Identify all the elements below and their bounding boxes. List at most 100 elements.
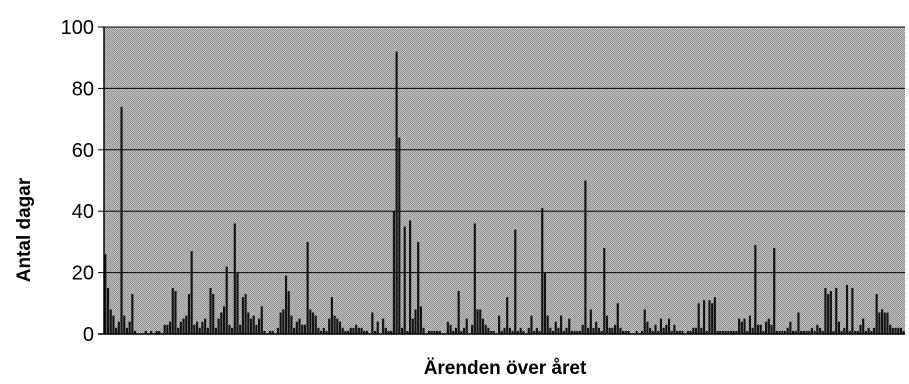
bar (355, 324, 358, 334)
bar (789, 321, 792, 334)
bar (654, 324, 657, 334)
bar (177, 327, 180, 334)
bar (824, 287, 827, 334)
bar (430, 330, 433, 334)
bar (436, 330, 439, 334)
bar (155, 330, 158, 334)
bar (125, 327, 129, 334)
bar (182, 318, 185, 334)
bar (328, 318, 331, 334)
bar (228, 324, 231, 334)
bar (419, 306, 422, 334)
bar (597, 327, 600, 334)
bar (214, 327, 218, 334)
bar (144, 330, 147, 334)
plot-area (104, 27, 905, 334)
bar (446, 321, 449, 334)
bar (689, 330, 692, 334)
bar (883, 312, 886, 334)
bar (163, 324, 166, 334)
bar (792, 330, 795, 334)
bar (255, 324, 258, 334)
bar (816, 324, 819, 334)
bar (117, 321, 120, 334)
bar (829, 291, 832, 334)
bar (676, 330, 679, 334)
bar (492, 330, 495, 334)
bar (454, 327, 458, 334)
bar (169, 321, 172, 334)
bar (115, 327, 118, 334)
bar (427, 330, 431, 334)
bar (767, 318, 770, 334)
bar (325, 330, 328, 334)
bar (878, 312, 881, 334)
bar (209, 287, 212, 334)
bar (738, 318, 741, 334)
bar (692, 327, 695, 334)
bar (179, 321, 182, 334)
bar (357, 327, 360, 334)
bar (770, 324, 773, 334)
bar (123, 315, 126, 334)
bar (212, 294, 215, 334)
bar (694, 327, 698, 334)
bar (341, 327, 344, 334)
bar (330, 297, 333, 334)
bar (659, 318, 663, 334)
bar (843, 327, 846, 334)
bar (344, 330, 347, 334)
bar (239, 324, 242, 334)
bar (541, 208, 544, 334)
bar (403, 226, 406, 334)
bar (786, 327, 789, 334)
bar (611, 327, 614, 334)
bar (549, 327, 552, 334)
bar (700, 327, 703, 334)
bar (578, 330, 582, 334)
bar (748, 315, 752, 334)
bar (624, 330, 627, 334)
bar (649, 327, 652, 334)
bar (832, 330, 835, 334)
bar (587, 327, 590, 334)
bar (400, 327, 404, 334)
bar (414, 309, 417, 334)
bar (840, 330, 843, 334)
y-tick-label: 20 (72, 263, 94, 285)
bar (311, 312, 315, 334)
bar (471, 324, 474, 334)
bar (708, 300, 711, 334)
bar (384, 327, 387, 334)
bar (781, 330, 784, 334)
bar (508, 327, 511, 334)
bar (778, 330, 781, 334)
bar (363, 330, 366, 334)
bar (462, 327, 466, 334)
bar (711, 303, 714, 334)
bar (131, 294, 134, 334)
bar (133, 330, 137, 334)
y-tick-label: 0 (83, 324, 94, 346)
bar (538, 330, 541, 334)
bar (581, 324, 584, 334)
bar (729, 330, 733, 334)
bar (848, 330, 851, 334)
gridlines (104, 26, 905, 274)
bar (681, 330, 684, 334)
bar (511, 330, 514, 334)
bar (546, 315, 549, 334)
bar (845, 284, 849, 334)
bar (503, 327, 506, 334)
bar (225, 266, 228, 334)
bar (276, 327, 280, 334)
bar (174, 291, 177, 334)
bar (158, 330, 161, 334)
bar (268, 330, 271, 334)
bar (854, 330, 857, 334)
bar (298, 318, 301, 334)
bar (716, 330, 719, 334)
bar (576, 330, 579, 334)
bar (870, 330, 873, 334)
bar (794, 330, 797, 334)
